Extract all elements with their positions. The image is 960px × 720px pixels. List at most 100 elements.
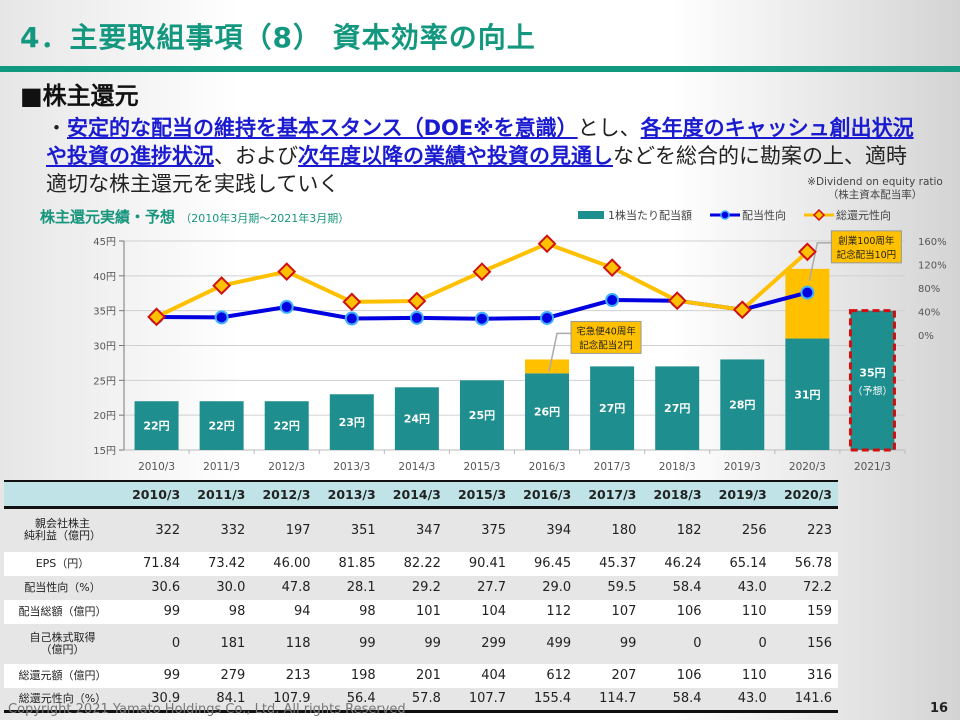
table-cell: 159 (772, 599, 838, 624)
x-tick-label: 2018/3 (659, 461, 696, 473)
total-return-ratio-point (537, 234, 557, 254)
payout-ratio-point (279, 299, 294, 314)
table-cell: 58.4 (642, 575, 708, 600)
bar-value-label: 23円 (339, 416, 365, 429)
table-cell: 99 (316, 623, 382, 664)
table-cell: 56.78 (772, 551, 838, 576)
forecast-label: 35円 (859, 366, 885, 379)
table-cell: 107.9 (251, 687, 317, 713)
table-cell: 29.0 (512, 575, 578, 600)
table-cell: 46.24 (642, 551, 708, 576)
table-header-row: 2010/3 2011/3 2012/3 2013/3 2014/3 2015/3 2016… (4, 480, 838, 509)
x-tick-label: 2013/3 (333, 461, 370, 473)
table-column-header: 2010/3 (121, 480, 187, 509)
row-label: EPS（円） (4, 551, 121, 576)
bar-value-label: 27円 (599, 402, 625, 415)
row-label: 総還元額（億円） (4, 663, 121, 688)
dividend-bar (329, 394, 374, 450)
annotation-leader (808, 242, 832, 282)
row-label: 配当性向（%） (4, 575, 121, 600)
table-cell: 43.0 (707, 687, 773, 713)
table-cell: 299 (446, 623, 513, 664)
table-cell: 46.00 (251, 551, 317, 576)
legend-item-dps: 1株当たり配当額 (578, 207, 692, 223)
shareholder-return-chart: 15円 20円 25円 30円 35円 40円 45円 0% 40% 80% 120% 160% 201… (93, 230, 947, 473)
table-cell: 72.2 (772, 575, 838, 600)
table-row: 配当性向（%） 30.6 30.0 47.8 28.1 29.2 27.7 29.0 59.5 5… (4, 575, 838, 600)
table-cell: 155.4 (512, 687, 578, 713)
table-cell: 118 (251, 623, 317, 664)
highlighted-phrase: 次年度以降の業績や投資の見通し (298, 144, 613, 168)
table-cell: 499 (512, 623, 578, 664)
chart-title-main: 株主還元実績・予想 (40, 208, 176, 226)
payout-ratio-point (540, 310, 555, 325)
table-cell: 0 (707, 623, 773, 664)
table-cell: 94 (251, 599, 317, 624)
bar-value-label: 22円 (274, 420, 300, 433)
bar-value-label: 25円 (469, 409, 495, 422)
bullet-marker: ・ (46, 116, 67, 140)
table-cell: 201 (381, 663, 447, 688)
table-cell: 73.42 (186, 551, 252, 576)
table-cell: 347 (381, 507, 447, 552)
table-cell: 28.1 (316, 575, 382, 600)
page-number: 16 (930, 701, 949, 716)
table-cell: 43.0 (707, 575, 773, 600)
table-cell: 58.4 (642, 687, 708, 713)
table-cell: 98 (316, 599, 382, 624)
highlighted-phrase: 各年度のキャッシュ創出状況や投資の進捗状況 (46, 116, 914, 168)
table-cell: 316 (772, 663, 838, 688)
total-return-ratio-point (342, 292, 362, 312)
legend-item-payout: 配当性向 (710, 207, 786, 223)
table-cell: 213 (251, 663, 317, 688)
table-cell: 45.37 (577, 551, 643, 576)
table-cell: 65.14 (707, 551, 773, 576)
dividend-bar (394, 387, 439, 450)
dividend-bar (264, 401, 309, 450)
bar-value-label: 31円 (794, 388, 820, 401)
table-cell: 198 (316, 663, 382, 688)
annotation-line1: 宅急便40周年 (576, 325, 636, 337)
table-cell: 47.8 (251, 575, 317, 600)
dividend-bar (785, 338, 830, 450)
table-cell: 30.9 (121, 687, 187, 713)
table-cell: 98 (186, 599, 252, 624)
annotation-line2: 記念配当10円 (837, 249, 897, 261)
plain-phrase: 、および (214, 144, 298, 168)
dividend-bar (459, 380, 504, 450)
x-tick-label: 2021/3 (854, 461, 891, 473)
table-cell: 112 (512, 599, 578, 624)
total-return-ratio-point (407, 291, 427, 311)
y2-tick-label: 120% (918, 261, 947, 272)
table-cell: 84.1 (186, 687, 252, 713)
total-return-ratio-point (732, 300, 752, 320)
table-cell: 180 (577, 507, 643, 552)
total-return-ratio-point (277, 262, 297, 282)
legend-label-dps: 1株当たり配当額 (608, 209, 692, 222)
plain-phrase: とし、 (577, 116, 641, 140)
table-cell: 104 (446, 599, 513, 624)
table-cell: 90.41 (446, 551, 513, 576)
x-tick-label: 2016/3 (529, 461, 566, 473)
table-cell: 404 (446, 663, 513, 688)
total-return-ratio-point (472, 262, 492, 282)
annotation-line1: 創業100周年 (838, 235, 895, 247)
table-row: 総還元性向（%） 30.9 84.1 107.9 56.4 57.8 107.7 155.4 1… (4, 687, 838, 713)
y-tick-label: 15円 (93, 446, 116, 457)
table-column-header: 2019/3 (707, 480, 773, 509)
bar-swatch-icon (578, 211, 604, 219)
table-cell: 181 (186, 623, 252, 664)
x-tick-label: 2014/3 (398, 461, 435, 473)
y-tick-label: 25円 (93, 376, 116, 387)
table-column-header: 2011/3 (186, 480, 252, 509)
table-cell: 101 (381, 599, 447, 624)
doe-footnote-line1: ※Dividend on equity ratio (807, 176, 943, 188)
table-cell: 279 (186, 663, 252, 688)
slide-title: 4．主要取組事項（8） 資本効率の向上 (20, 21, 536, 54)
y2-tick-label: 80% (918, 284, 940, 295)
payout-ratio-point (474, 311, 489, 326)
table-cell: 27.7 (446, 575, 513, 600)
bar-value-label: 28円 (729, 399, 755, 412)
dividend-bar (134, 401, 179, 450)
highlighted-phrase: 安定的な配当の維持を基本スタンス（DOE※を意識） (67, 116, 578, 140)
